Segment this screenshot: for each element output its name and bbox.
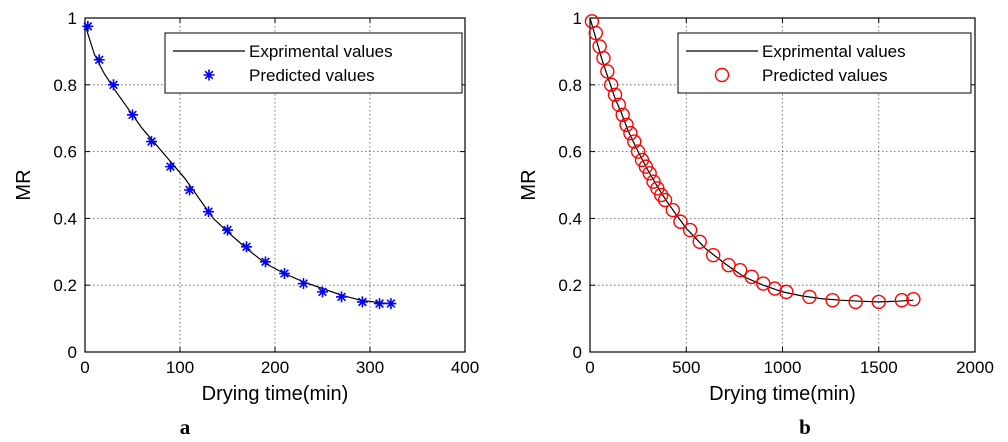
data-point — [127, 109, 138, 121]
y-tick-label: 1 — [573, 9, 582, 28]
x-tick-label: 200 — [261, 358, 289, 377]
data-point — [596, 50, 611, 66]
data-point — [623, 126, 638, 141]
x-tick-label: 1000 — [764, 358, 802, 377]
chart-panel-a: 0 100 200 300 400 0 0.2 0.4 0.6 0.8 1 Drying time(m… — [13, 9, 479, 439]
data-point — [385, 298, 397, 310]
panel-label: b — [799, 415, 811, 439]
data-point — [93, 54, 105, 66]
data-point — [744, 269, 759, 285]
series-line — [84, 24, 390, 305]
y-tick-label: 0 — [68, 343, 77, 362]
legend-label: Exprimental values — [762, 42, 906, 61]
data-point — [673, 214, 688, 229]
panel-label: a — [180, 415, 191, 439]
x-tick-label: 0 — [585, 358, 594, 377]
data-point — [298, 278, 309, 290]
series-predicted — [584, 14, 921, 310]
legend-box — [677, 32, 972, 94]
data-point — [203, 206, 214, 218]
y-tick-label: 0 — [573, 343, 582, 362]
x-axis-label: Drying time(min) — [202, 383, 349, 405]
series-line — [589, 17, 914, 303]
legend-label: Exprimental values — [249, 42, 393, 61]
series-predicted — [82, 20, 397, 310]
data-point — [588, 25, 603, 41]
x-tick-label: 400 — [451, 358, 479, 377]
data-point — [627, 134, 642, 149]
y-axis-label: MR — [13, 169, 35, 200]
data-point — [871, 294, 886, 310]
y-tick-label: 0.2 — [558, 276, 582, 295]
data-point — [317, 286, 328, 298]
data-point — [82, 20, 94, 32]
legend-item: Exprimental values — [173, 42, 393, 61]
legend: Exprimental values Predicted values — [677, 32, 972, 94]
data-point — [894, 293, 910, 308]
data-point — [692, 234, 707, 249]
data-point — [603, 77, 619, 93]
y-tick-label: 0.8 — [558, 76, 582, 95]
y-tick-label: 0.2 — [53, 276, 77, 295]
x-tick-label: 300 — [356, 358, 384, 377]
data-point — [356, 296, 368, 308]
data-point — [825, 293, 840, 308]
legend-label: Predicted values — [249, 66, 375, 85]
data-point — [682, 222, 698, 238]
data-point — [630, 144, 646, 159]
data-point — [619, 117, 634, 133]
data-point — [802, 289, 817, 305]
x-tick-label: 1500 — [860, 358, 898, 377]
x-tick-label: 500 — [672, 358, 700, 377]
y-axis-label: MR — [518, 169, 540, 200]
data-point — [260, 256, 271, 268]
y-tick-label: 0.4 — [558, 209, 582, 228]
data-point — [279, 268, 290, 280]
data-point — [222, 224, 233, 236]
legend-swatch — [714, 67, 730, 83]
series-experimental — [589, 17, 914, 303]
y-tick-label: 1 — [68, 9, 77, 28]
data-point — [706, 247, 721, 263]
data-point — [654, 187, 669, 203]
y-tick-label: 0.6 — [53, 143, 77, 162]
legend-item: Exprimental values — [686, 42, 906, 61]
data-point — [336, 291, 347, 303]
y-tick-label: 0.8 — [53, 76, 77, 95]
data-point — [665, 202, 680, 218]
data-point — [848, 294, 863, 310]
legend-item: Predicted values — [203, 66, 375, 85]
y-tick-label: 0.6 — [558, 143, 582, 162]
y-tick-label: 0.4 — [53, 209, 77, 228]
data-point — [165, 161, 176, 173]
data-point — [607, 87, 623, 103]
legend: Exprimental values Predicted values — [164, 32, 463, 94]
legend-label: Predicted values — [762, 66, 888, 85]
data-point — [732, 262, 748, 278]
data-point — [184, 184, 195, 196]
x-axis-label: Drying time(min) — [709, 383, 856, 405]
data-point — [600, 64, 615, 79]
legend-item: Predicted values — [714, 66, 888, 85]
data-point — [108, 79, 119, 91]
x-tick-label: 0 — [80, 358, 89, 377]
legend-swatch — [203, 69, 215, 81]
data-point — [779, 284, 794, 300]
x-tick-label: 2000 — [956, 358, 994, 377]
data-point — [615, 107, 630, 123]
series-experimental — [84, 24, 390, 305]
data-point — [241, 241, 252, 253]
data-point — [657, 192, 673, 208]
data-point — [611, 97, 627, 113]
chart-panel-b: 0 500 1000 1500 2000 0 0.2 0.4 0.6 0.8 1 Drying tim… — [518, 9, 994, 439]
x-tick-label: 100 — [166, 358, 194, 377]
data-point — [906, 292, 921, 307]
data-point — [642, 166, 657, 181]
data-point — [146, 136, 157, 148]
data-point — [374, 298, 385, 310]
legend-box — [164, 32, 463, 94]
